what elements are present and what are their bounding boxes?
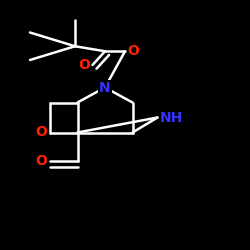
Text: O: O bbox=[36, 126, 48, 140]
Text: N: N bbox=[99, 80, 111, 94]
Text: O: O bbox=[78, 58, 90, 72]
Text: O: O bbox=[36, 154, 48, 168]
Text: NH: NH bbox=[160, 110, 183, 124]
Text: O: O bbox=[128, 44, 140, 58]
